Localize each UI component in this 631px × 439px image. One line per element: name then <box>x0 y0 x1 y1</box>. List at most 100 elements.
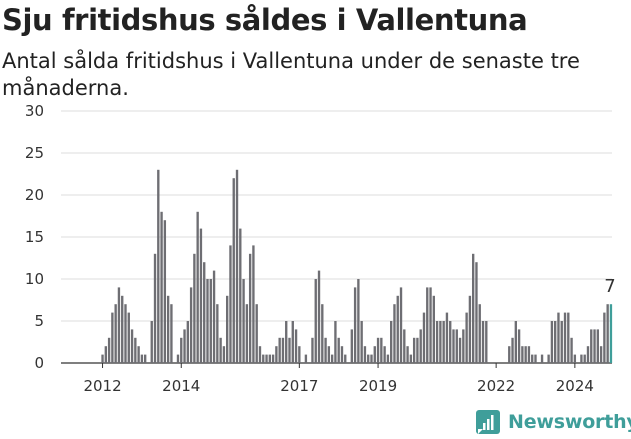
bar <box>442 321 445 363</box>
bar <box>294 329 298 363</box>
bar <box>452 329 455 363</box>
bar <box>153 253 157 363</box>
bar <box>432 295 435 363</box>
bar <box>216 304 219 363</box>
bar <box>563 312 567 363</box>
bar <box>203 262 206 363</box>
bar <box>353 287 357 363</box>
bar <box>386 354 390 363</box>
bar <box>111 312 114 363</box>
bar <box>426 287 429 363</box>
bar <box>150 321 153 363</box>
bar <box>248 253 252 363</box>
bar <box>245 304 249 363</box>
bar <box>350 329 353 363</box>
bar <box>137 346 140 363</box>
bar <box>130 329 134 363</box>
bar <box>180 337 183 363</box>
bar <box>403 329 406 363</box>
y-tick-label: 15 <box>25 228 44 246</box>
bar <box>258 346 262 363</box>
bar <box>370 354 373 363</box>
bar <box>560 321 563 363</box>
bar <box>472 253 475 363</box>
bar <box>567 312 570 363</box>
x-tick-label: 2012 <box>83 377 121 395</box>
y-tick-label: 20 <box>25 186 44 204</box>
bar <box>478 304 481 363</box>
bar <box>271 354 275 363</box>
bar <box>275 346 278 363</box>
bar <box>163 220 167 363</box>
bar <box>268 354 271 363</box>
bar <box>485 321 488 363</box>
bar <box>422 312 426 363</box>
bar <box>186 321 189 363</box>
bar <box>550 321 554 363</box>
bar <box>219 337 222 363</box>
y-axis-ticks: 0 5 10 15 20 25 30 <box>25 102 44 372</box>
bar <box>393 304 396 363</box>
bar <box>573 354 577 363</box>
bar <box>166 295 170 363</box>
bar <box>360 321 363 363</box>
bar <box>199 228 203 363</box>
bar <box>458 337 462 363</box>
bar <box>429 287 432 363</box>
x-tick-label: 2014 <box>162 377 200 395</box>
chart-annotations: 7 <box>604 276 615 297</box>
newsworthy-logo-icon <box>476 410 500 434</box>
bar <box>196 211 199 363</box>
bar <box>570 337 573 363</box>
bar <box>278 337 281 363</box>
x-tick-label: 2019 <box>359 377 397 395</box>
bar <box>324 337 327 363</box>
bar <box>189 287 193 363</box>
bar <box>144 354 147 363</box>
bar <box>412 337 416 363</box>
bar <box>288 337 291 363</box>
brand-logo: Newsworthy <box>476 407 631 437</box>
bar <box>344 354 347 363</box>
bar <box>304 354 308 363</box>
chart-bars <box>101 169 613 363</box>
bar <box>107 337 111 363</box>
bar <box>511 337 514 363</box>
bar <box>298 346 301 363</box>
bar <box>160 211 163 363</box>
bar <box>547 354 550 363</box>
y-tick-label: 5 <box>34 312 44 330</box>
bar <box>481 321 485 363</box>
bar <box>449 321 452 363</box>
bar <box>140 354 144 363</box>
bar <box>265 354 268 363</box>
bar <box>596 329 599 363</box>
bar <box>232 178 235 363</box>
bar <box>311 337 314 363</box>
bar <box>557 312 560 363</box>
bar <box>554 321 557 363</box>
y-tick-label: 0 <box>34 354 44 372</box>
bar <box>524 346 527 363</box>
bar <box>317 270 321 363</box>
bar <box>226 295 229 363</box>
bar <box>416 337 419 363</box>
bar <box>321 304 324 363</box>
bar <box>383 346 386 363</box>
y-tick-label: 30 <box>25 102 44 120</box>
bar <box>340 346 344 363</box>
bar <box>390 321 393 363</box>
brand-name: Newsworthy <box>508 411 631 433</box>
bar <box>396 295 399 363</box>
bar <box>590 329 593 363</box>
bar <box>327 346 331 363</box>
y-tick-label: 10 <box>25 270 44 288</box>
bar <box>239 228 242 363</box>
bar <box>580 354 583 363</box>
bar <box>540 354 544 363</box>
bar <box>124 304 127 363</box>
bar <box>406 346 409 363</box>
bar <box>363 346 367 363</box>
bar <box>314 279 317 363</box>
bar <box>330 354 334 363</box>
